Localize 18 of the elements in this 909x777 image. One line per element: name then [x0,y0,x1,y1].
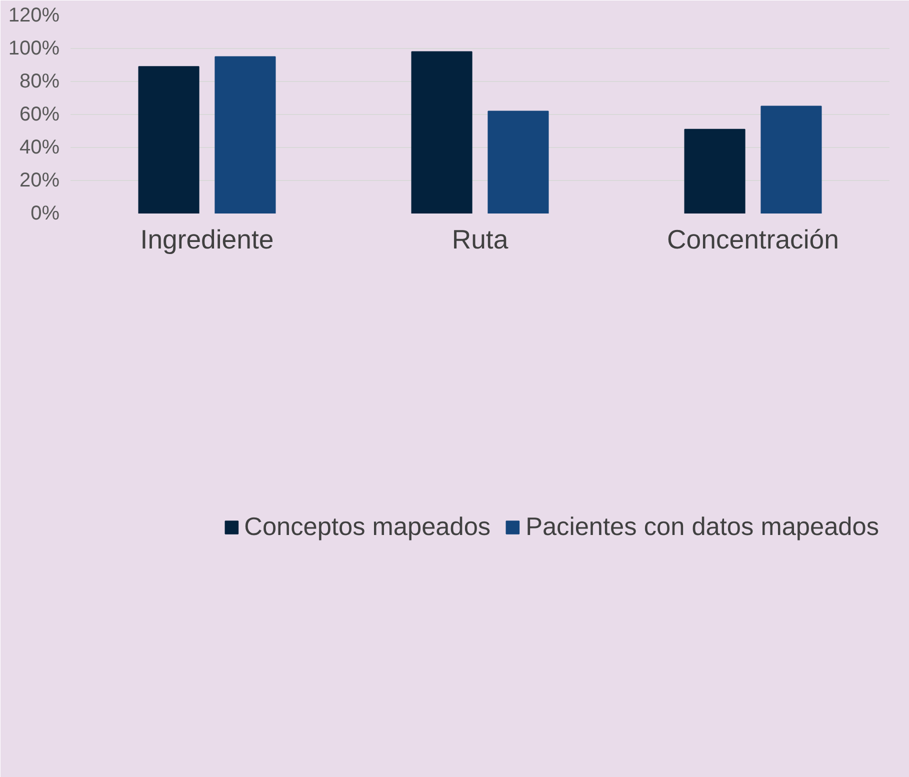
y-tick-label: 120% [8,4,60,26]
legend-label: Conceptos mapeados [244,512,491,542]
bar [138,66,200,214]
x-tick-label: Ruta [452,224,508,254]
y-tick-label: 20% [19,170,60,192]
x-tick-label: Concentración [667,224,839,254]
y-tick-label: 60% [19,104,60,126]
x-tick-label: Ingrediente [140,224,274,254]
y-tick-label: 40% [19,136,60,158]
y-tick-label: 0% [30,202,60,224]
bar [214,56,276,214]
legend-label: Pacientes con datos mapeados [526,512,879,542]
bar [488,110,549,214]
bar [411,51,472,214]
bar [684,128,746,214]
y-tick-label: 100% [8,38,60,60]
y-tick-label: 80% [19,70,60,92]
bar [760,106,822,214]
